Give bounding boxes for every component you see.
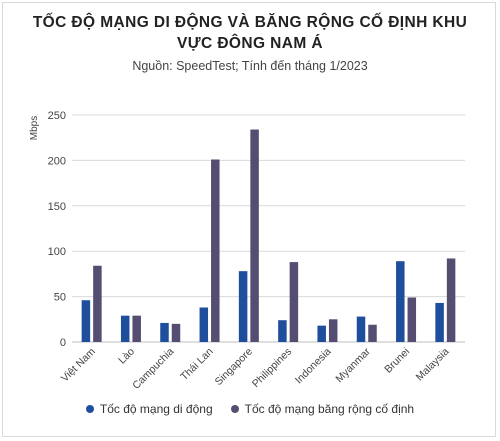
bar-mobile	[317, 325, 326, 342]
bar-fixed	[132, 315, 141, 342]
bar-fixed	[211, 159, 220, 342]
bar-mobile	[396, 261, 405, 342]
x-tick-label: Campuchia	[130, 346, 176, 392]
chart-title-line-2: VỰC ĐÔNG NAM Á	[177, 35, 323, 52]
chart-title: TỐC ĐỘ MẠNG DI ĐỘNG VÀ BĂNG RỘNG CỐ ĐỊNH…	[0, 12, 500, 54]
bar-mobile	[160, 322, 169, 342]
x-tick-label: Brunei	[382, 346, 412, 376]
y-tick-label: 250	[48, 110, 66, 122]
bar-mobile	[238, 271, 248, 342]
x-tick-label: Lào	[116, 346, 137, 367]
y-axis-title: Mbps	[29, 116, 40, 140]
x-tick-label: Việt Nam	[59, 345, 98, 384]
legend-swatch-mobile	[85, 405, 94, 413]
bar-fixed	[289, 262, 299, 342]
legend-item-mobile: Tốc độ mạng di động	[85, 402, 213, 416]
y-tick-label: 150	[48, 201, 66, 213]
legend-swatch-fixed	[230, 405, 239, 413]
bar-fixed	[250, 129, 259, 342]
chart-frame	[2, 2, 496, 437]
bar-mobile	[81, 300, 91, 342]
bar-mobile	[435, 302, 444, 342]
bar-fixed	[407, 297, 417, 342]
bar-fixed	[93, 265, 102, 342]
bar-fixed	[368, 324, 377, 342]
chart-title-line-1: TỐC ĐỘ MẠNG DI ĐỘNG VÀ BĂNG RỘNG CỐ ĐỊNH…	[32, 14, 468, 31]
legend-label-mobile: Tốc độ mạng di động	[99, 402, 213, 416]
legend: Tốc độ mạng di động Tốc độ mạng băng rộn…	[0, 402, 500, 416]
bar-mobile	[120, 315, 130, 342]
y-tick-label: 200	[48, 155, 66, 167]
y-tick-label: 50	[54, 292, 66, 304]
bar-mobile	[356, 316, 366, 342]
x-tick-label: Thái Lan	[178, 346, 215, 383]
bar-fixed	[171, 323, 181, 342]
bar-mobile	[199, 307, 209, 342]
bar-fixed	[328, 319, 338, 342]
y-tick-label: 100	[48, 246, 66, 258]
y-tick-label: 0	[60, 337, 66, 349]
bar-mobile	[278, 320, 287, 342]
chart-subtitle: Nguồn: SpeedTest; Tính đến tháng 1/2023	[132, 59, 368, 73]
x-tick-label: Malaysia	[414, 346, 452, 384]
legend-item-fixed: Tốc độ mạng băng rộng cố định	[230, 402, 415, 416]
bar-fixed	[446, 258, 456, 342]
x-tick-label: Philippines	[250, 346, 294, 390]
x-tick-label: Indonesia	[293, 346, 334, 387]
legend-label-fixed: Tốc độ mạng băng rộng cố định	[244, 402, 415, 416]
x-tick-label: Myanmar	[333, 345, 373, 385]
